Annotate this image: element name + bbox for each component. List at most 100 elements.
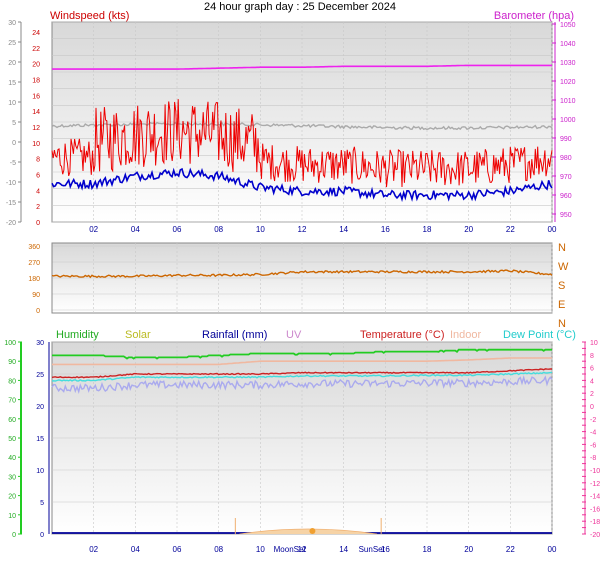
direction-tick-label: 0 <box>36 308 40 315</box>
wind-x-tick-label: 14 <box>339 225 348 234</box>
wind-x-tick-label: 22 <box>506 225 515 234</box>
direction-tick-label: 90 <box>32 292 40 299</box>
sun-label: Sun <box>359 545 373 554</box>
temperature-tick-label: -4 <box>590 430 596 437</box>
temperature-x-tick-label: 22 <box>506 545 515 554</box>
rain-tick-label: 5 <box>40 500 44 507</box>
temperature-x-tick-label: 08 <box>214 545 223 554</box>
windspeed-tick-label: 8 <box>36 157 40 164</box>
humidity-tick-label: 10 <box>8 513 16 520</box>
windspeed-tick-label: 16 <box>32 93 40 100</box>
windspeed-tick-label: 4 <box>36 188 40 195</box>
wind-outer-tick-label: 5 <box>12 120 16 127</box>
humidity-tick-label: 70 <box>8 398 16 405</box>
barometer-tick-label: 1010 <box>560 98 576 105</box>
wind-x-tick-label: 20 <box>464 225 473 234</box>
wind-outer-tick-label: 25 <box>8 40 16 47</box>
windspeed-tick-label: 20 <box>32 62 40 69</box>
windspeed-label: Windspeed (kts) <box>50 10 129 22</box>
compass-label: S <box>558 280 565 292</box>
wind-x-tick-label: 02 <box>89 225 98 234</box>
compass-label: N <box>558 318 566 330</box>
barometer-tick-label: 990 <box>560 136 572 143</box>
sunset-label: Set <box>373 545 386 554</box>
windspeed-tick-label: 22 <box>32 46 40 53</box>
wind-x-tick-label: 10 <box>256 225 265 234</box>
temperature-tick-label: 0 <box>590 404 594 411</box>
windspeed-avg-line <box>51 167 553 203</box>
humidity-tick-label: 20 <box>8 494 16 501</box>
humidity-tick-label: 30 <box>8 474 16 481</box>
direction-tick-label: 360 <box>28 244 40 251</box>
humidity-tick-label: 40 <box>8 455 16 462</box>
barometer-label: Barometer (hpa) <box>494 10 574 22</box>
temperature-tick-label: -2 <box>590 417 596 424</box>
temperature-line <box>51 368 552 379</box>
dewpoint-line <box>51 371 553 382</box>
humidity-label: Humidity <box>56 329 99 341</box>
humidity-tick-label: 100 <box>4 340 16 347</box>
grey-line <box>51 121 553 131</box>
wind-x-tick-label: 12 <box>298 225 307 234</box>
temperature-tick-label: -14 <box>590 494 600 501</box>
windspeed-tick-label: 6 <box>36 173 40 180</box>
temperature-tick-label: 4 <box>590 378 594 385</box>
wind-x-tick-label: 08 <box>214 225 223 234</box>
temperature-tick-label: -16 <box>590 506 600 513</box>
direction-tick-label: 270 <box>28 260 40 267</box>
wind-outer-tick-label: 30 <box>8 20 16 27</box>
windspeed-tick-label: 0 <box>36 220 40 227</box>
windspeed-tick-label: 2 <box>36 204 40 211</box>
wind-x-tick-label: 16 <box>381 225 390 234</box>
compass-label: W <box>558 261 569 273</box>
moon-icon <box>309 528 316 534</box>
temperature-tick-label: 10 <box>590 340 598 347</box>
barometer-tick-label: 960 <box>560 193 572 200</box>
apparent-temperature-line <box>51 375 553 394</box>
temperature-tick-label: 6 <box>590 366 594 373</box>
temperature-x-tick-label: 06 <box>173 545 182 554</box>
wind-direction-line <box>51 269 553 279</box>
temperature-x-tick-label: 12 <box>298 545 307 554</box>
uv-label: UV <box>286 329 302 341</box>
temperature-x-tick-label: 16 <box>381 545 390 554</box>
wind-x-tick-label: 04 <box>131 225 140 234</box>
humidity-tick-label: 80 <box>8 378 16 385</box>
temperature-x-tick-label: 20 <box>464 545 473 554</box>
rain-tick-label: 0 <box>40 532 44 539</box>
temperature-tick-label: -8 <box>590 455 596 462</box>
rain-tick-label: 25 <box>36 372 44 379</box>
dewpoint-label: Dew Point (°C) <box>503 329 576 341</box>
temperature-label: Temperature (°C) <box>360 329 444 341</box>
page-title: 24 hour graph day : 25 December 2024 <box>204 1 396 13</box>
humidity-tick-label: 60 <box>8 417 16 424</box>
rain-tick-label: 10 <box>36 468 44 475</box>
windspeed-tick-label: 12 <box>32 125 40 132</box>
wind-x-tick-label: 18 <box>423 225 432 234</box>
humidity-tick-label: 0 <box>12 532 16 539</box>
temperature-tick-label: 8 <box>590 353 594 360</box>
barometer-tick-label: 950 <box>560 212 572 219</box>
rain-tick-label: 20 <box>36 404 44 411</box>
humidity-line <box>52 348 552 360</box>
moon-label: Moon <box>274 545 294 554</box>
rainfall-label: Rainfall (mm) <box>202 329 267 341</box>
temperature-x-tick-label: 02 <box>89 545 98 554</box>
wind-outer-tick-label: -10 <box>6 180 16 187</box>
temperature-tick-label: -10 <box>590 468 600 475</box>
windspeed-tick-label: 18 <box>32 78 40 85</box>
temperature-tick-label: -6 <box>590 442 596 449</box>
wind-outer-tick-label: 10 <box>8 100 16 107</box>
barometer-tick-label: 1040 <box>560 41 576 48</box>
solar-curve <box>239 528 378 535</box>
gust-line <box>51 99 553 188</box>
windspeed-tick-label: 14 <box>32 109 40 116</box>
humidity-tick-label: 90 <box>8 359 16 366</box>
compass-label: E <box>558 299 565 311</box>
temperature-tick-label: 2 <box>590 391 594 398</box>
wind-outer-tick-label: 15 <box>8 80 16 87</box>
